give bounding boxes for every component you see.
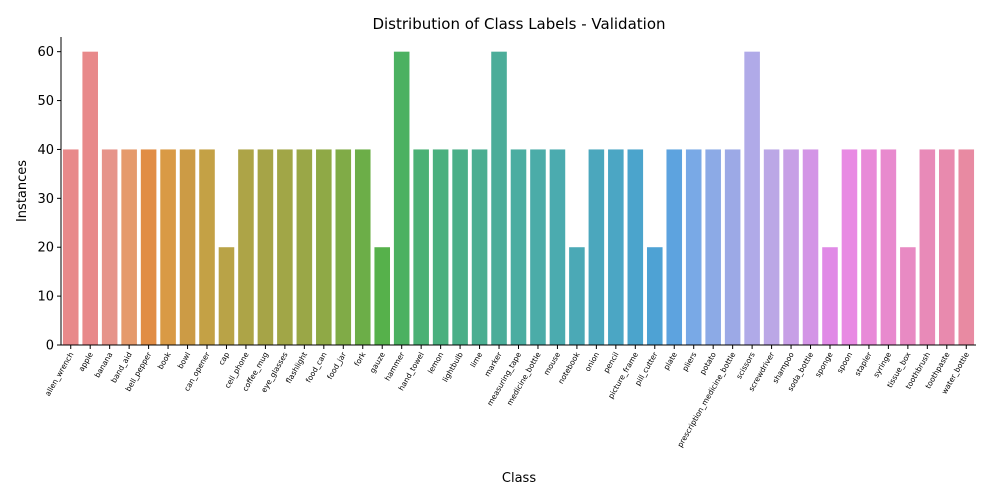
bar-screwdriver [763, 149, 780, 345]
bar-marker [491, 51, 507, 346]
y-tick-label: 50 [37, 94, 54, 109]
bar-plate [666, 149, 683, 345]
x-tick-label: lime [468, 350, 484, 369]
x-tick-label: bowl [176, 351, 193, 371]
x-tick-label: plate [662, 350, 679, 371]
bar-sponge [822, 247, 838, 345]
bar-notebook [569, 247, 585, 345]
bar-water-bottle [958, 149, 975, 345]
bar-lightbulb [452, 149, 468, 345]
y-axis-ticks: 0 10 20 30 40 50 60 [37, 45, 61, 354]
x-tick-label: spoon [835, 350, 854, 374]
y-axis-label: Instances [15, 160, 30, 222]
y-tick-label: 0 [46, 339, 54, 354]
bar-shampoo [783, 149, 799, 345]
x-tick-label: sponge [813, 350, 835, 379]
y-tick-label: 30 [37, 192, 54, 207]
bar-eye-glasses [277, 149, 293, 345]
x-tick-label: cap [217, 350, 232, 366]
x-tick-label: apple [77, 350, 95, 373]
bar-hammer [393, 51, 410, 346]
x-tick-label: pencil [602, 351, 621, 375]
bar-pencil [608, 149, 624, 345]
bar-medicine-bottle [530, 149, 546, 345]
bar-spoon [841, 149, 858, 345]
bar-coffee-mug [257, 149, 274, 345]
bar-syringe [880, 149, 897, 345]
x-tick-label: lemon [426, 350, 446, 375]
x-tick-label: allen_wrench [43, 350, 76, 397]
bar-book [160, 149, 176, 345]
bar-band-aid [121, 149, 137, 345]
bars-group [62, 51, 975, 346]
bar-pliers [685, 149, 702, 345]
bar-cell-phone [238, 149, 254, 345]
x-tick-label: fork [352, 350, 367, 368]
bar-apple [82, 51, 98, 346]
bar-allen-wrench [62, 149, 79, 345]
bar-mouse [549, 149, 566, 345]
bar-pill-cutter [646, 247, 663, 345]
x-tick-label: stapler [853, 350, 874, 378]
bar-food-jar [335, 149, 352, 345]
bar-onion [588, 149, 605, 345]
bar-potato [705, 149, 721, 345]
bar-bell-pepper [140, 149, 157, 345]
bar-soda-bottle [802, 149, 819, 345]
bar-toothbrush [919, 149, 936, 345]
bar-lemon [432, 149, 449, 345]
bar-scissors [744, 51, 760, 346]
bar-food-can [316, 149, 332, 345]
bar-banana [101, 149, 118, 345]
y-tick-label: 60 [37, 45, 54, 60]
bar-lime [471, 149, 488, 345]
bar-hand-towel [413, 149, 429, 345]
bar-picture-frame [627, 149, 644, 345]
y-tick-label: 20 [37, 241, 54, 256]
bar-bowl [179, 149, 196, 345]
x-axis-ticks: allen_wrench applebananaband_aidbell_pepp… [43, 345, 971, 449]
bar-flashlight [296, 149, 313, 345]
chart-title: Distribution of Class Labels - Validatio… [372, 15, 665, 33]
bar-tissue-box [900, 247, 916, 345]
bar-toothpaste [939, 149, 955, 345]
bar-prescription-medicine-bottle [724, 149, 741, 345]
bar-measuring-tape [510, 149, 527, 345]
bar-can-opener [199, 149, 215, 345]
x-tick-label: gauze [368, 350, 387, 374]
x-tick-label: onion [583, 350, 601, 373]
bar-stapler [861, 149, 877, 345]
x-tick-label: mouse [542, 350, 563, 377]
bar-gauze [374, 247, 391, 345]
x-tick-label: pliers [680, 350, 698, 372]
y-tick-label: 40 [37, 143, 54, 158]
bar-cap [218, 247, 235, 345]
x-tick-label: potato [698, 350, 718, 376]
x-tick-label: food_jar [325, 350, 348, 381]
x-tick-label: book [156, 350, 173, 371]
bar-fork [354, 149, 371, 345]
x-axis-label: Class [502, 471, 536, 486]
y-tick-label: 10 [37, 290, 54, 305]
